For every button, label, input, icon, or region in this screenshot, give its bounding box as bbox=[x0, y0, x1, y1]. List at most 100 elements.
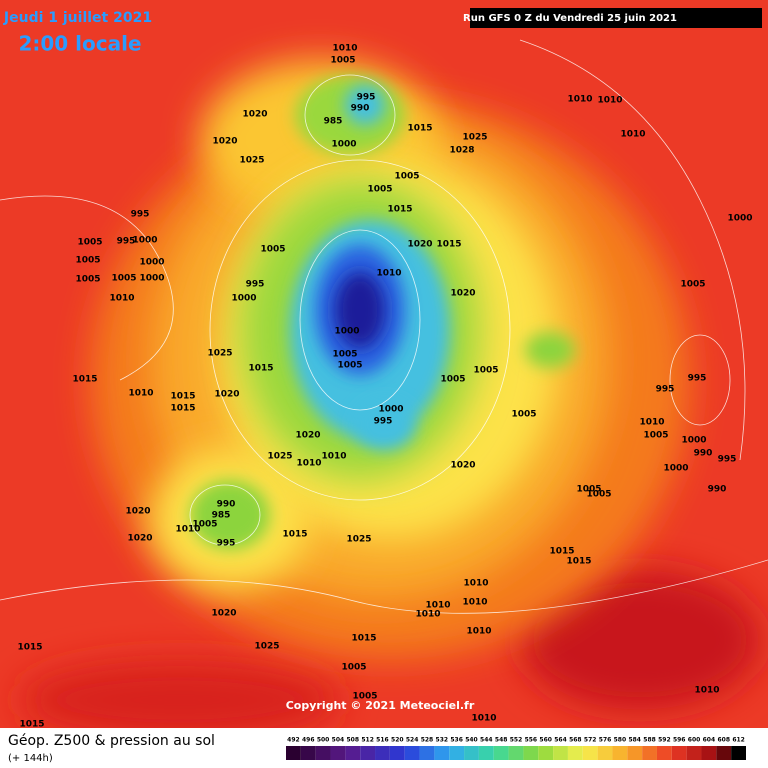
isobar-label: 1000 bbox=[139, 274, 164, 284]
isobar-label: 1020 bbox=[407, 240, 432, 250]
isobar-label: 1005 bbox=[511, 410, 536, 420]
legend-swatch bbox=[612, 746, 628, 760]
legend: 492 496 500 504 508 512 516 520 524 528 532 536 540 5… bbox=[286, 737, 746, 760]
copyright: Copyright © 2021 Meteociel.fr bbox=[286, 699, 475, 712]
isobar-label: 1025 bbox=[267, 452, 292, 462]
isobar-label: 1020 bbox=[450, 461, 475, 471]
legend-swatch bbox=[375, 746, 390, 760]
legend-swatch bbox=[404, 746, 420, 760]
isobar-label: 1010 bbox=[321, 452, 346, 462]
isobar-label: 1028 bbox=[449, 146, 474, 156]
legend-tick-label: 520 bbox=[391, 737, 404, 744]
legend-tick-label: 584 bbox=[628, 737, 641, 744]
legend-tick-label: 572 bbox=[584, 737, 597, 744]
isobar-label: 1020 bbox=[212, 137, 237, 147]
isobar-label: 995 bbox=[131, 210, 150, 220]
isobar-label: 1010 bbox=[567, 95, 592, 105]
footer-title: Géop. Z500 & pression au sol bbox=[8, 733, 215, 749]
isobar-label: 1005 bbox=[643, 431, 668, 441]
legend-tick-label: 536 bbox=[450, 737, 463, 744]
isobar-label: 1025 bbox=[346, 535, 371, 545]
isobar-label: 1005 bbox=[473, 366, 498, 376]
isobar-label: 1010 bbox=[332, 44, 357, 54]
legend-tick-label: 604 bbox=[703, 737, 716, 744]
isobar-label: 1015 bbox=[72, 375, 97, 385]
isobar-label: 1000 bbox=[331, 140, 356, 150]
isobar-label: 1010 bbox=[620, 130, 645, 140]
isobar-label: 1010 bbox=[471, 714, 496, 724]
legend-tick-label: 600 bbox=[688, 737, 701, 744]
legend-swatch bbox=[286, 746, 301, 760]
isobar-label: 1005 bbox=[260, 245, 285, 255]
isobar-label: 1020 bbox=[214, 390, 239, 400]
legend-tick-label: 596 bbox=[673, 737, 686, 744]
isobar-label: 1005 bbox=[332, 350, 357, 360]
isobar-label: 985 bbox=[212, 511, 231, 521]
isobar-label: 985 bbox=[324, 117, 343, 127]
legend-tick-label: 504 bbox=[332, 737, 345, 744]
legend-swatch bbox=[553, 746, 568, 760]
legend-swatch bbox=[389, 746, 405, 760]
isobar-label: 1010 bbox=[128, 389, 153, 399]
legend-tick-label: 528 bbox=[421, 737, 434, 744]
isobar-label: 1025 bbox=[207, 349, 232, 359]
isobar-label: 1005 bbox=[394, 172, 419, 182]
isobar-label: 1000 bbox=[663, 464, 688, 474]
legend-swatch bbox=[582, 746, 598, 760]
legend-swatch bbox=[656, 746, 672, 760]
isobar-labels: 1010 1005 995 990 985 1000 1020 1020 1025 1015 102… bbox=[17, 44, 752, 730]
isobar-label: 1005 bbox=[352, 692, 377, 702]
isobar-label: 995 bbox=[656, 385, 675, 395]
isobar-label: 1000 bbox=[727, 214, 752, 224]
isobar-label: 1005 bbox=[330, 56, 355, 66]
legend-tick-label: 548 bbox=[495, 737, 508, 744]
isobar-label: 1010 bbox=[462, 598, 487, 608]
isobar-label: 1015 bbox=[407, 124, 432, 134]
isobar-label: 1025 bbox=[462, 133, 487, 143]
isobar-label: 1005 bbox=[337, 361, 362, 371]
legend-tick-label: 588 bbox=[643, 737, 656, 744]
isobar-label: 1015 bbox=[351, 634, 376, 644]
isobar-label: 1010 bbox=[109, 294, 134, 304]
legend-swatch bbox=[671, 746, 687, 760]
legend-tick-label: 524 bbox=[406, 737, 419, 744]
isobar-label: 1000 bbox=[231, 294, 256, 304]
isobar-label: 990 bbox=[694, 449, 713, 459]
isobar-label: 1000 bbox=[139, 258, 164, 268]
legend-swatch bbox=[419, 746, 435, 760]
isobar-label: 1020 bbox=[211, 609, 236, 619]
legend-swatch bbox=[627, 746, 643, 760]
legend-swatch bbox=[716, 746, 732, 760]
isobar-label: 995 bbox=[718, 455, 737, 465]
geopotential-field bbox=[0, 0, 768, 740]
isobar-label: 1010 bbox=[466, 627, 491, 637]
isobar-label: 1010 bbox=[597, 96, 622, 106]
isobar-label: 990 bbox=[351, 104, 370, 114]
isobar-label: 1000 bbox=[681, 436, 706, 446]
legend-swatch bbox=[315, 746, 331, 760]
legend-swatch bbox=[597, 746, 613, 760]
legend-swatch bbox=[731, 746, 746, 760]
legend-swatch bbox=[300, 746, 316, 760]
legend-swatch bbox=[701, 746, 717, 760]
isobar-label: 1005 bbox=[75, 275, 100, 285]
isobar-label: 1015 bbox=[170, 404, 195, 414]
isobar-label: 1005 bbox=[341, 663, 366, 673]
run-box bbox=[470, 8, 762, 28]
run: Run GFS 0 Z du Vendredi 25 juin 2021 bbox=[463, 13, 677, 24]
legend-swatch bbox=[538, 746, 554, 760]
legend-swatch bbox=[567, 746, 583, 760]
isobar-label: 1000 bbox=[378, 405, 403, 415]
legend-swatch bbox=[449, 746, 465, 760]
isobar-label: 1015 bbox=[436, 240, 461, 250]
isobar-label: 1020 bbox=[127, 534, 152, 544]
legend-swatch bbox=[508, 746, 524, 760]
legend-tick-label: 552 bbox=[510, 737, 523, 744]
isobar-label: 995 bbox=[117, 237, 136, 247]
legend-tick-label: 608 bbox=[717, 737, 730, 744]
isobar-label: 1015 bbox=[170, 392, 195, 402]
date: Jeudi 1 juillet 2021 bbox=[3, 10, 152, 26]
time: 2:00 locale bbox=[18, 32, 141, 56]
isobar-label: 995 bbox=[217, 539, 236, 549]
